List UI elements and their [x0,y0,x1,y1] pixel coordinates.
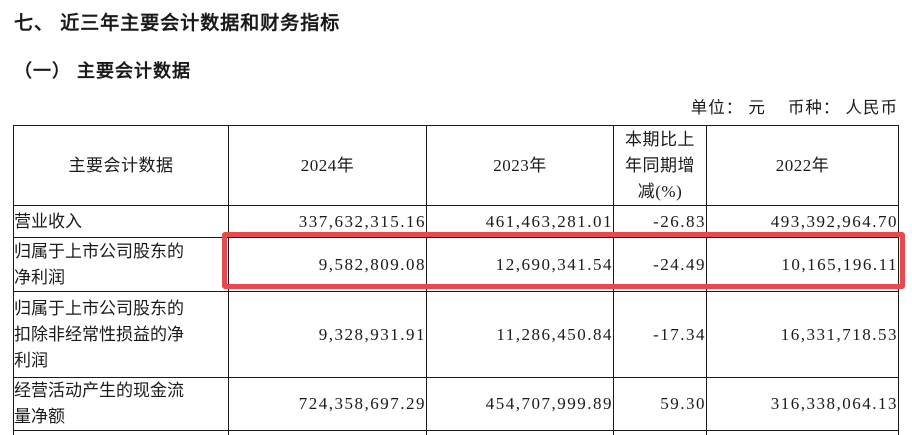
col-header-2023: 2023年 [426,125,614,206]
row-label [13,430,229,435]
cell-2024: 9,328,931.91 [228,291,427,378]
col-header-2024: 2024年 [228,125,427,206]
cell-2022 [706,430,899,435]
cell-2023: 461,463,281.01 [426,205,614,238]
col-header-change-pct: 本期比上年同期增减(%) [613,125,707,206]
unit-currency-note: 单位： 元 币种： 人民币 [691,94,898,118]
cell-2022: 16,331,718.53 [706,291,899,378]
cell-2024: 337,632,315.16 [228,205,427,238]
cell-change-pct [613,430,707,435]
cell-change-pct: 59.30 [613,377,707,431]
table-row-revenue: 营业收入 337,632,315.16 461,463,281.01 -26.8… [13,205,899,238]
cell-2024: 724,358,697.29 [228,377,427,431]
subsection-title: （一） 主要会计数据 [14,61,192,81]
row-label: 归属于上市公司股东的净利润 [13,237,229,292]
cell-2023: 454,707,999.89 [426,377,614,431]
table-row-operating-cash-flow: 经营活动产生的现金流量净额 724,358,697.29 454,707,999… [13,377,899,431]
cell-2022: 316,338,064.13 [706,377,899,431]
table-row-cutoff [13,430,899,435]
cell-2023: 12,690,341.54 [426,237,614,292]
col-header-metric: 主要会计数据 [13,125,229,206]
cell-2023: 11,286,450.84 [426,291,614,378]
cell-change-pct: -24.49 [613,237,707,292]
row-label: 经营活动产生的现金流量净额 [13,377,229,431]
accounting-data-table: 主要会计数据 2024年 2023年 本期比上年同期增减(%) 2022年 营业… [13,125,899,435]
cell-change-pct: -17.34 [613,291,707,378]
cell-2022: 493,392,964.70 [706,205,899,238]
col-header-change-pct-label: 本期比上年同期增减(%) [625,129,695,201]
cell-2024 [228,430,427,435]
unit-label: 单位： 元 [690,98,766,117]
currency-label: 币种： 人民币 [787,98,898,117]
table-header-row: 主要会计数据 2024年 2023年 本期比上年同期增减(%) 2022年 [13,125,899,206]
section-title: 七、 近三年主要会计数据和财务指标 [14,13,341,34]
cell-2023 [426,430,614,435]
cell-2022: 10,165,196.11 [706,237,899,292]
row-label: 归属于上市公司股东的扣除非经常性损益的净利润 [13,291,229,378]
col-header-2022: 2022年 [706,125,899,206]
table-row-net-profit: 归属于上市公司股东的净利润 9,582,809.08 12,690,341.54… [13,237,899,292]
cell-change-pct: -26.83 [613,205,707,238]
cell-2024: 9,582,809.08 [228,237,427,292]
table-row-net-profit-excl-nonrecurring: 归属于上市公司股东的扣除非经常性损益的净利润 9,328,931.91 11,2… [13,291,899,378]
row-label: 营业收入 [13,205,229,238]
